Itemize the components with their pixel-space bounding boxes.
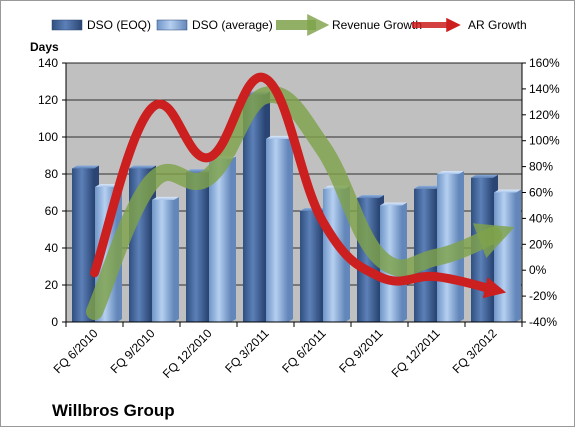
y-right-tick-label: 120% xyxy=(529,108,560,122)
y-left-tick-label: 80 xyxy=(45,167,59,181)
legend-item: DSO (average) xyxy=(156,18,273,32)
legend-item: Revenue Growth xyxy=(276,13,422,37)
legend-swatch xyxy=(51,19,83,31)
legend-item: AR Growth xyxy=(412,17,527,33)
legend-label: Revenue Growth xyxy=(332,18,422,32)
legend-label: AR Growth xyxy=(468,18,527,32)
y-right-tick-label: 0% xyxy=(529,263,547,277)
y-left-tick-label: 100 xyxy=(38,130,58,144)
y-right-tick-label: 160% xyxy=(529,56,560,70)
chart-caption: Willbros Group xyxy=(52,401,175,420)
y-right-tick-label: -20% xyxy=(529,289,557,303)
y-right-tick-label: 40% xyxy=(529,211,553,225)
legend: DSO (EOQ) DSO (average) Revenue Growth AR G… xyxy=(51,13,527,37)
y-left-tick-label: 40 xyxy=(45,241,59,255)
legend-label: DSO (EOQ) xyxy=(87,18,151,32)
legend-item: DSO (EOQ) xyxy=(51,18,151,32)
bars xyxy=(72,91,521,322)
y-left-tick-label: 120 xyxy=(38,93,58,107)
y-right-tick-label: 80% xyxy=(529,160,553,174)
y-right-tick-label: 140% xyxy=(529,82,560,96)
line-ar-growth xyxy=(90,72,507,299)
bar-dso-average xyxy=(266,135,293,322)
y-left-tick-label: 0 xyxy=(51,315,58,329)
bar-dso-eoq xyxy=(186,169,213,322)
y-left-tick-label: 140 xyxy=(38,56,58,70)
legend-label: DSO (average) xyxy=(192,18,273,32)
bar-dso-average xyxy=(152,196,179,322)
y-right-tick-label: -40% xyxy=(529,315,557,329)
y-left-tick-label: 60 xyxy=(45,204,59,218)
y-right-tick-label: 20% xyxy=(529,237,553,251)
y-right-tick-label: 100% xyxy=(529,134,560,148)
growth-lines xyxy=(86,72,515,321)
y-left-tick-label: 20 xyxy=(45,278,59,292)
legend-swatch xyxy=(156,19,188,31)
y-right-tick-label: 60% xyxy=(529,186,553,200)
y-left-axis-title: Days xyxy=(30,40,59,54)
bar-dso-average xyxy=(494,189,521,322)
